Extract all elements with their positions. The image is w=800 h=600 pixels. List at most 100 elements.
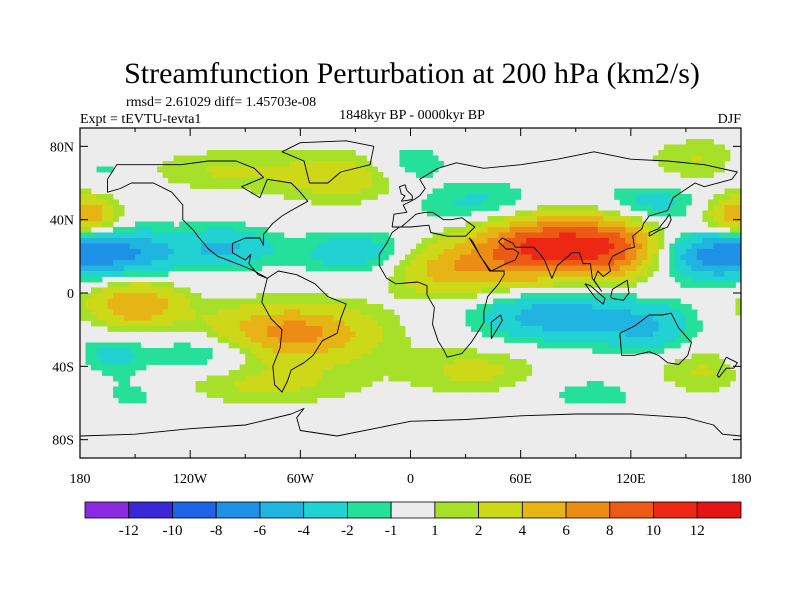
- contour-cell: [206, 309, 213, 316]
- contour-cell: [140, 260, 147, 266]
- contour-cell: [471, 194, 477, 200]
- contour-cell: [564, 232, 571, 239]
- contour-cell: [146, 320, 153, 327]
- contour-cell: [190, 166, 197, 173]
- contour-cell: [250, 172, 257, 178]
- contour-cell: [322, 359, 329, 365]
- contour-cell: [735, 298, 741, 305]
- contour-cell: [168, 238, 175, 244]
- contour-cell: [80, 210, 86, 217]
- contour-cell: [449, 265, 455, 272]
- contour-cell: [366, 188, 373, 195]
- contour-cell: [333, 353, 340, 360]
- contour-cell: [581, 293, 588, 299]
- contour-cell: [625, 249, 632, 255]
- contour-cell: [96, 260, 103, 266]
- contour-cell: [454, 359, 461, 365]
- contour-cell: [278, 392, 285, 398]
- contour-cell: [371, 337, 378, 343]
- contour-cell: [603, 386, 610, 393]
- contour-cell: [443, 254, 450, 261]
- contour-cell: [124, 386, 130, 393]
- contour-cell: [581, 315, 588, 321]
- contour-cell: [102, 221, 108, 228]
- contour-cell: [377, 238, 384, 244]
- contour-cell: [294, 293, 301, 299]
- contour-cell: [449, 276, 455, 283]
- contour-cell: [476, 375, 483, 382]
- contour-cell: [663, 331, 670, 338]
- contour-cell: [256, 315, 263, 321]
- contour-cell: [283, 260, 290, 266]
- contour-cell: [542, 304, 549, 310]
- contour-cell: [658, 315, 665, 321]
- contour-cell: [509, 320, 516, 327]
- contour-cell: [608, 276, 615, 283]
- contour-cell: [465, 320, 472, 327]
- contour-cell: [113, 227, 119, 233]
- contour-cell: [256, 232, 263, 239]
- contour-cell: [443, 271, 450, 277]
- contour-cell: [674, 155, 681, 162]
- contour-cell: [680, 155, 687, 162]
- contour-cell: [294, 238, 301, 244]
- contour-cell: [371, 243, 378, 250]
- contour-cell: [179, 326, 186, 332]
- contour-cell: [487, 238, 494, 244]
- contour-cell: [272, 386, 279, 393]
- contour-cell: [476, 183, 483, 189]
- contour-cell: [465, 265, 472, 272]
- colorbar-label: -4: [297, 523, 310, 539]
- contour-cell: [294, 320, 301, 327]
- contour-cell: [135, 243, 141, 250]
- contour-cell: [691, 238, 698, 244]
- contour-cell: [685, 359, 692, 365]
- contour-cell: [316, 293, 323, 299]
- contour-cell: [333, 155, 340, 162]
- contour-cell: [482, 254, 489, 261]
- contour-cell: [256, 381, 263, 387]
- contour-cell: [399, 326, 406, 332]
- contour-cell: [559, 331, 566, 338]
- contour-cell: [223, 397, 230, 404]
- contour-cell: [564, 276, 571, 283]
- contour-cell: [520, 232, 527, 239]
- contour-cell: [504, 364, 511, 371]
- contour-cell: [333, 381, 340, 387]
- contour-cell: [195, 249, 202, 255]
- contour-cell: [443, 293, 450, 299]
- contour-cell: [625, 254, 632, 261]
- contour-cell: [537, 216, 544, 222]
- contour-cell: [344, 260, 351, 266]
- contour-cell: [465, 260, 472, 266]
- contour-cell: [674, 381, 681, 387]
- contour-cell: [261, 298, 268, 305]
- contour-cell: [344, 320, 351, 327]
- contour-cell: [283, 238, 290, 244]
- contour-cell: [696, 364, 703, 371]
- contour-cell: [283, 293, 290, 299]
- contour-cell: [245, 315, 252, 321]
- contour-cell: [272, 353, 279, 360]
- contour-cell: [454, 364, 461, 371]
- contour-cell: [85, 210, 92, 217]
- new-zealand-coastline: [716, 356, 738, 378]
- contour-cell: [80, 232, 86, 239]
- contour-cell: [729, 227, 736, 233]
- contour-cell: [118, 304, 125, 310]
- contour-cell: [113, 386, 119, 393]
- contour-cell: [399, 331, 406, 338]
- contour-cell: [316, 188, 323, 195]
- contour-cell: [85, 260, 92, 266]
- contour-cell: [140, 293, 147, 299]
- contour-cell: [184, 254, 191, 261]
- contour-cell: [449, 205, 455, 211]
- contour-cell: [349, 265, 356, 272]
- contour-cell: [129, 232, 136, 239]
- contour-cell: [316, 364, 323, 371]
- contour-cell: [526, 315, 533, 321]
- contour-cell: [432, 161, 439, 167]
- contour-cell: [272, 359, 279, 365]
- contour-cell: [713, 276, 720, 283]
- contour-cell: [316, 386, 323, 393]
